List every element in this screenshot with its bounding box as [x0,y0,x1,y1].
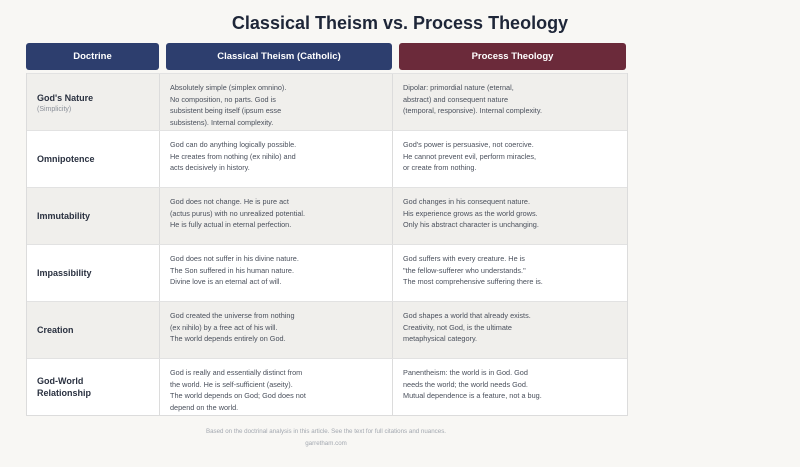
comparison-table: God's Nature (Simplicity) Absolutely sim… [26,73,628,416]
classical-cell: God does not suffer in his divine nature… [160,245,393,301]
process-text-line: Dipolar: primordial nature (eternal, [403,83,514,92]
classical-cell: God does not change. He is pure act (actu… [160,188,393,244]
doctrine-label: God-World Relationship [37,376,92,398]
process-cell: God suffers with every creature. He is "t… [393,245,627,301]
process-text-line: Creativity, not God, is the ultimate [403,322,512,332]
classical-text-line: Divine love is an eternal act of will. [170,277,282,286]
process-text-line: (temporal, responsive). Internal complex… [403,106,542,115]
process-text-line: The most comprehensive suffering there i… [403,277,543,286]
classical-text-line: (ex nihilo) by a free act of his will. [170,322,278,332]
classical-cell: God is really and essentially distinct f… [160,359,393,415]
classical-text-line: He creates from nothing (ex nihilo) and [170,151,296,161]
process-cell: Panentheism: the world is in God. God nee… [393,359,627,415]
process-cell: God shapes a world that already exists. C… [393,302,627,358]
header-doctrine: Doctrine [26,43,159,70]
doctrine-cell: Immutability [27,188,160,244]
classical-text-line: (actus purus) with no unrealized potenti… [170,208,306,218]
doctrine-label: Omnipotence [37,154,95,164]
classical-text-line: God can do anything logically possible. [170,140,297,149]
table-row: Creation God created the universe from n… [27,301,627,358]
doctrine-cell: Impassibility [27,245,160,301]
process-text-line: Only his abstract character is unchangin… [403,220,539,229]
doctrine-cell: God's Nature (Simplicity) [27,74,160,130]
classical-text-line: God does not suffer in his divine nature… [170,254,299,263]
classical-text-line: depend on the world. [170,402,239,412]
process-text-line: metaphysical category. [403,334,478,343]
process-cell: God's power is persuasive, not coercive.… [393,131,627,187]
process-text-line: God shapes a world that already exists. [403,311,531,320]
doctrine-cell: Omnipotence [27,131,160,187]
process-text-line: "the fellow-sufferer who understands." [403,265,526,275]
classical-text-line: The world depends on God; God does not [170,391,306,400]
classical-text-line: God is really and essentially distinct f… [170,368,303,377]
classical-text-line: subsistent being itself (ipsum esse [170,106,282,115]
process-cell: God changes in his consequent nature. His… [393,188,627,244]
process-text-line: Panentheism: the world is in God. God [403,368,528,377]
table-row: Omnipotence God can do anything logicall… [27,130,627,187]
process-cell: Dipolar: primordial nature (eternal, abst… [393,74,627,130]
process-text-line: needs the world; the world needs God. [403,379,528,389]
header-classical-theism: Classical Theism (Catholic) [166,43,392,70]
classical-text-line: No composition, no parts. God is [170,94,276,104]
classical-cell: God can do anything logically possible. H… [160,131,393,187]
table-row: God-World Relationship God is really and… [27,358,627,415]
classical-text-line: The world depends entirely on God. [170,334,286,343]
process-text-line: or create from nothing. [403,163,477,172]
doctrine-label: God's Nature [37,92,94,103]
classical-cell: God created the universe from nothing (ex… [160,302,393,358]
classical-text-line: God created the universe from nothing [170,311,295,320]
process-text-line: God suffers with every creature. He is [403,254,525,263]
process-text-line: God's power is persuasive, not coercive. [403,140,534,149]
classical-text-line: God does not change. He is pure act [170,197,289,206]
table-row: Impassibility God does not suffer in his… [27,244,627,301]
classical-text-line: subsistens). Internal complexity. [170,117,274,127]
footer-note: Based on the doctrinal analysis in this … [205,428,447,435]
footer-site: garretham.com [305,440,347,447]
classical-text-line: The Son suffered in his human nature. [170,265,294,275]
classical-text-line: Absolutely simple (simplex omnino). [170,83,287,92]
classical-text-line: He is fully actual in eternal perfection… [170,220,292,229]
doctrine-label: Immutability [37,211,91,221]
classical-cell: Absolutely simple (simplex omnino). No co… [160,74,393,130]
doctrine-sublabel: (Simplicity) [37,105,72,113]
header-process-theology: Process Theology [399,43,626,70]
page-title: Classical Theism vs. Process Theology [231,13,569,33]
process-text-line: Mutual dependence is a feature, not a bu… [403,391,542,400]
doctrine-label: Impassibility [37,268,92,278]
process-text-line: God changes in his consequent nature. [403,197,530,206]
process-text-line: abstract) and consequent nature [403,94,509,104]
classical-text-line: the world. He is self-sufficient (aseity… [170,379,293,389]
doctrine-cell: God-World Relationship [27,359,160,415]
process-text-line: He cannot prevent evil, perform miracles… [403,151,537,161]
table-row: Immutability God does not change. He is … [27,187,627,244]
classical-text-line: acts decisively in history. [170,163,250,172]
doctrine-label: Creation [37,325,74,335]
doctrine-cell: Creation [27,302,160,358]
process-text-line: His experience grows as the world grows. [403,208,538,218]
table-row: God's Nature (Simplicity) Absolutely sim… [27,73,627,130]
